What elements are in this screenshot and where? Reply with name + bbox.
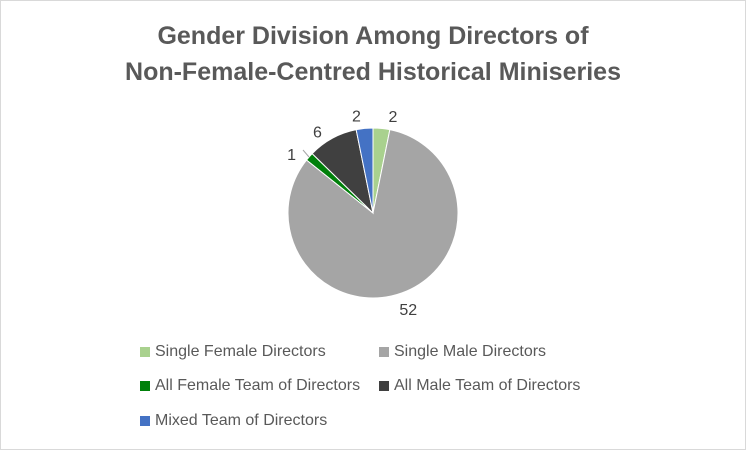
legend-item-all-male-team: All Male Team of Directors [379, 377, 580, 395]
legend-swatch [140, 416, 150, 426]
data-labels: 2 52 16 2 [287, 108, 417, 318]
data-label-4: 2 [352, 108, 361, 125]
legend-item-single-male: Single Male Directors [379, 343, 546, 361]
legend-label: All Male Team of Directors [394, 377, 581, 394]
leader-lines [302, 149, 310, 158]
data-label-0: 2 [388, 109, 397, 126]
pie-slice-1 [287, 129, 459, 299]
legend-swatch [379, 381, 389, 391]
legend-label: Single Male Directors [394, 343, 547, 360]
pie-slice-4 [355, 127, 374, 214]
legend-swatch [140, 381, 150, 391]
leader-line [302, 149, 310, 158]
data-label-2: 1 [287, 147, 296, 164]
legend-label: Mixed Team of Directors [155, 412, 328, 429]
legend-item-all-female-team: All Female Team of Directors [140, 377, 360, 395]
legend-item-single-female: Single Female Directors [140, 343, 326, 361]
data-label-3: 6 [313, 124, 322, 141]
legend-swatch [140, 347, 150, 357]
legend-swatch [379, 347, 389, 357]
data-label-1: 52 [399, 302, 417, 319]
legend-label: Single Female Directors [155, 343, 326, 360]
chart-title-line-1: Gender Division Among Directors of [157, 22, 589, 50]
legend-label: All Female Team of Directors [155, 377, 361, 394]
chart-title-line-2: Non-Female-Centred Historical Miniseries [125, 58, 621, 86]
pie-slices [287, 127, 459, 299]
legend-item-mixed-team: Mixed Team of Directors [140, 412, 327, 430]
